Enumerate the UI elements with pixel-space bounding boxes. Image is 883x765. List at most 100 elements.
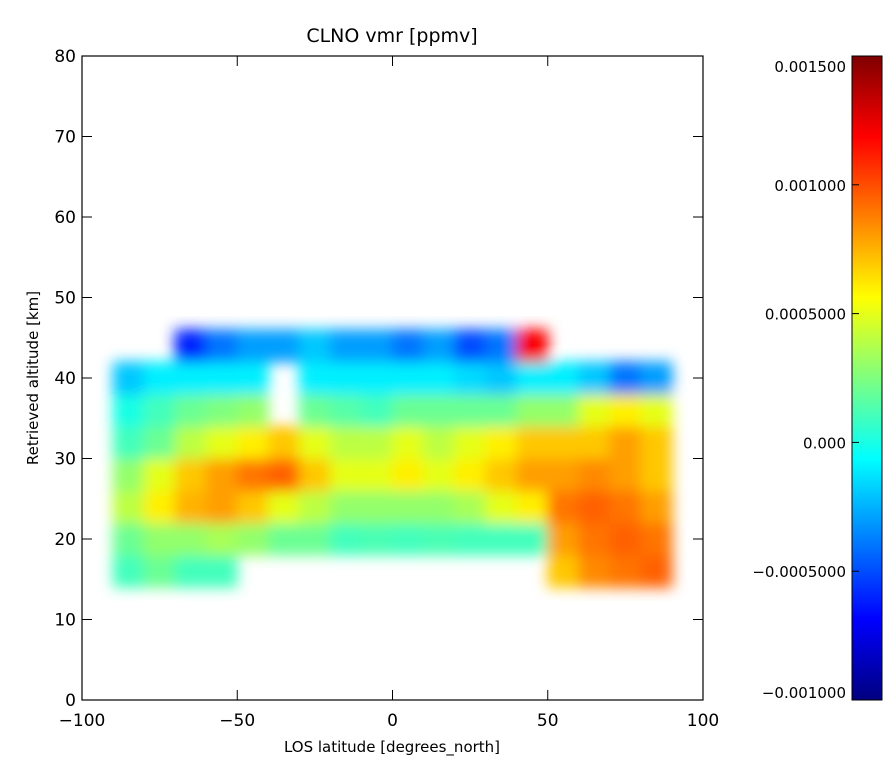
heatmap-cell [267,522,300,556]
heatmap-cell [360,393,393,427]
heatmap-cell [423,329,456,363]
heatmap-cell [516,458,549,492]
heatmap-cell [578,361,611,395]
heatmap-cell [236,522,269,556]
x-axis: −100 −50 0 50 100 [59,56,719,731]
heatmap-cell [485,458,518,492]
colorbar-tick-label: −0.001000 [762,684,846,702]
heatmap-cell [392,425,425,459]
heatmap-cell [640,425,673,459]
heatmap-cell [609,522,642,556]
heatmap-cell [423,361,456,395]
heatmap-cell [267,425,300,459]
heatmap-cell [609,425,642,459]
heatmap-cell [174,393,207,427]
heatmap-cell [423,458,456,492]
heatmap-cell [360,329,393,363]
heatmap-cell [516,522,549,556]
heatmap-cell [640,554,673,588]
colorbar-tick-label: −0.0005000 [752,563,846,581]
heatmap-cell [454,361,487,395]
heatmap-cell [454,329,487,363]
heatmap-cell [516,393,549,427]
heatmap-cell [205,393,238,427]
heatmap-cell [143,361,176,395]
heatmap-cell [329,522,362,556]
heatmap-cell [329,490,362,524]
heatmap-cell [578,425,611,459]
heatmap-cell [236,490,269,524]
heatmap-cell [547,393,580,427]
heatmap-cell [640,490,673,524]
heatmap-cell [236,425,269,459]
heatmap-cell [360,522,393,556]
heatmap-cell [174,329,207,363]
heatmap-cell [360,458,393,492]
heatmap-cell [112,522,145,556]
x-axis-label: LOS latitude [degrees_north] [284,738,500,757]
heatmap-cell [205,554,238,588]
heatmap-cell [143,458,176,492]
y-tick-label: 50 [54,289,76,309]
heatmap-cell [547,554,580,588]
x-tick-label: 0 [387,711,398,731]
heatmap-cell [143,522,176,556]
heatmap-cell [640,458,673,492]
heatmap-cell [298,458,331,492]
heatmap-cell [329,329,362,363]
heatmap-cell [392,361,425,395]
heatmap-cell [609,554,642,588]
colorbar [851,55,883,701]
heatmap-cell [143,554,176,588]
heatmap-cell [392,329,425,363]
heatmap-cell [329,458,362,492]
heatmap-cell [298,490,331,524]
heatmap-cell [609,490,642,524]
heatmap-cell [609,458,642,492]
y-axis-label: Retrieved altitude [km] [24,291,42,465]
heatmap-cell [578,393,611,427]
heatmap-cell [112,361,145,395]
heatmap-cell [360,490,393,524]
heatmap-cell [143,490,176,524]
heatmap-cell [298,425,331,459]
heatmap-cell [392,522,425,556]
heatmap-cell [205,458,238,492]
heatmap-cell [640,393,673,427]
heatmap-cell [236,393,269,427]
heatmap-cell [485,425,518,459]
heatmap-cell [578,522,611,556]
heatmap-cell [360,361,393,395]
heatmap-cell [392,458,425,492]
heatmap-cell [174,490,207,524]
heatmap-cell [392,393,425,427]
heatmap-cell [267,329,300,363]
heatmap-cell [329,425,362,459]
heatmap-cell [298,522,331,556]
heatmap-cell [112,554,145,588]
heatmap-cell [205,329,238,363]
heatmap-cell [236,329,269,363]
y-axis: 0 10 20 30 40 50 60 70 80 [54,47,703,711]
heatmap-cell [516,490,549,524]
heatmap-cell [485,522,518,556]
colorbar-tick-label: 0.001000 [774,177,846,195]
heatmap-cell [547,425,580,459]
heatmap-cell [174,522,207,556]
heatmap-cell [454,393,487,427]
heatmap-cell [423,425,456,459]
heatmap-cell [423,522,456,556]
heatmap-cell [298,393,331,427]
heatmap-cell [174,361,207,395]
y-tick-label: 0 [65,691,76,711]
heatmap-cell [485,361,518,395]
heatmap-cell [112,393,145,427]
heatmap-cell [205,425,238,459]
heatmap-cell [112,425,145,459]
heatmap-cell [112,490,145,524]
x-tick-label: −100 [59,711,106,731]
heatmap-cell [454,458,487,492]
colorbar-tick-label: 0.0005000 [765,306,846,324]
heatmap-cell [578,554,611,588]
